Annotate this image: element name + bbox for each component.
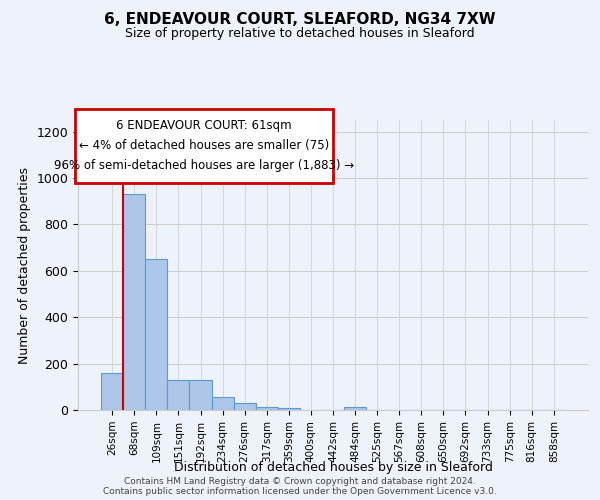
Text: Contains HM Land Registry data © Crown copyright and database right 2024.: Contains HM Land Registry data © Crown c… [124,477,476,486]
Text: 6 ENDEAVOUR COURT: 61sqm
← 4% of detached houses are smaller (75)
96% of semi-de: 6 ENDEAVOUR COURT: 61sqm ← 4% of detache… [54,119,354,172]
Bar [101,373,123,410]
Bar [256,406,278,410]
Text: Contains public sector information licensed under the Open Government Licence v3: Contains public sector information licen… [103,487,497,496]
Bar [233,403,256,410]
Bar [344,406,366,410]
Text: Distribution of detached houses by size in Sleaford: Distribution of detached houses by size … [173,461,493,474]
Bar [212,396,233,410]
Bar [167,380,190,410]
Text: Size of property relative to detached houses in Sleaford: Size of property relative to detached ho… [125,28,475,40]
Y-axis label: Number of detached properties: Number of detached properties [18,166,31,364]
Bar [123,194,145,410]
Bar [278,408,300,410]
Text: 6, ENDEAVOUR COURT, SLEAFORD, NG34 7XW: 6, ENDEAVOUR COURT, SLEAFORD, NG34 7XW [104,12,496,28]
Bar [190,380,212,410]
Bar [145,259,167,410]
